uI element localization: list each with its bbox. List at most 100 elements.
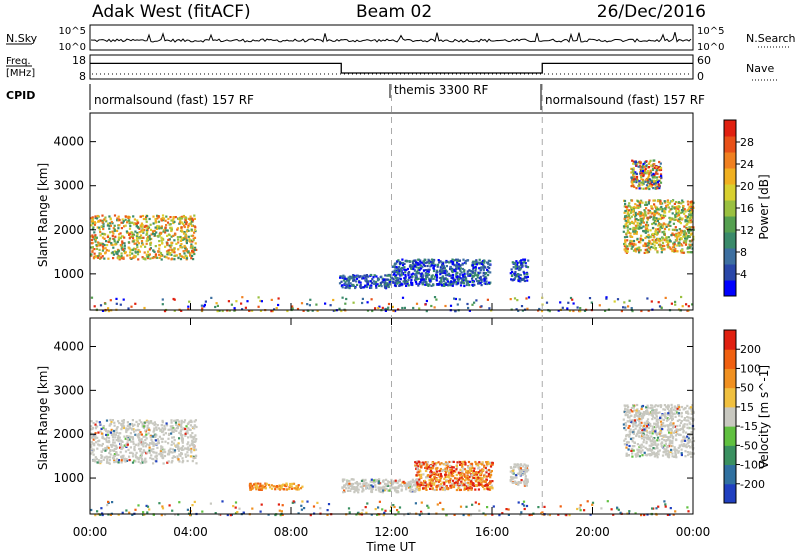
nsearch-label: N.Search — [746, 32, 796, 45]
velocity-cell-757 — [260, 488, 263, 491]
power-cell-1744 — [648, 209, 651, 213]
power-cell-125 — [158, 247, 161, 250]
power-cell-1352 — [398, 281, 401, 284]
power-cell-1388 — [419, 281, 423, 284]
power-cell-2291 — [689, 244, 692, 247]
velocity-cell-1297 — [476, 484, 479, 487]
velocity-cell-686 — [95, 457, 98, 460]
velocity-cell-1965 — [666, 417, 669, 420]
velocity-cell-53 — [128, 455, 131, 458]
power-cell-2250 — [632, 230, 635, 233]
power-cell-2621 — [235, 300, 238, 303]
power-cell-1368 — [449, 267, 452, 271]
velocity-cell-1987 — [645, 442, 648, 445]
velocity-cell-1263 — [422, 473, 425, 476]
velocity-cell-538 — [163, 424, 166, 427]
velocity-cell-273 — [171, 457, 174, 460]
power-cell-2682 — [475, 299, 478, 302]
power-cell-1614 — [511, 261, 514, 264]
power-cell-918 — [404, 271, 407, 274]
power-cell-886 — [414, 279, 417, 282]
power-cell-970 — [482, 267, 485, 270]
velocity-cell-633 — [111, 419, 114, 422]
power-cell-1592 — [514, 264, 517, 267]
power-cell-2558 — [101, 309, 105, 312]
power-cell-202 — [93, 252, 96, 255]
power-cell-2276 — [690, 232, 693, 235]
power-cell-2218 — [643, 244, 646, 247]
power-cell-1127 — [421, 277, 424, 280]
velocity-cell-2118 — [682, 443, 686, 446]
power-cell-575 — [192, 258, 195, 261]
power-cell-2592 — [221, 309, 224, 313]
velocity-cell-350 — [180, 420, 183, 423]
power-cell-780 — [348, 278, 351, 281]
velocity-cell-1816 — [634, 427, 637, 430]
velocity-cell-775 — [255, 484, 258, 487]
power-cell-1434 — [396, 272, 399, 275]
power-cell-2509 — [647, 174, 651, 177]
velocity-cell-1449 — [471, 473, 474, 477]
power-cell-1739 — [675, 232, 678, 235]
velocity-cell-290 — [134, 443, 138, 446]
power-cell-2665 — [513, 297, 517, 300]
freq-polyline — [90, 62, 693, 74]
velocity-cell-397 — [90, 420, 93, 423]
power-cell-1595 — [525, 273, 529, 276]
power-cell-2227 — [690, 209, 693, 212]
power-cell-1146 — [455, 281, 458, 284]
power-cell-1057 — [455, 263, 458, 266]
velocity-cell-731 — [262, 486, 265, 489]
velocity-cell-766 — [289, 485, 292, 488]
power-cell-1611 — [520, 262, 523, 265]
velocity-cell-47 — [119, 446, 122, 449]
power-cell-2714 — [277, 303, 280, 307]
power-cell-2303 — [642, 229, 645, 233]
power-cell-2108 — [667, 246, 670, 249]
velocity-cell-991 — [356, 486, 359, 489]
power-cell-1342 — [480, 262, 483, 266]
velocity-cell-1977 — [682, 436, 685, 439]
power-cell-598 — [103, 237, 106, 240]
velocity-cell-707 — [254, 486, 257, 489]
power-cell-2647 — [660, 306, 663, 310]
power-cell-1328 — [411, 275, 414, 278]
power-cell-2342 — [653, 166, 656, 170]
power-cell-971 — [438, 261, 441, 264]
velocity-cell-1333 — [419, 470, 422, 473]
power-cell-1653 — [689, 221, 692, 224]
power-cell-1172 — [410, 283, 413, 286]
power-cell-407 — [108, 224, 111, 228]
velocity-cell-748 — [301, 485, 304, 488]
power-cell-799 — [344, 282, 347, 285]
power-cell-1607 — [515, 266, 518, 269]
velocity-cell-468 — [108, 462, 111, 465]
power-cell-1240 — [421, 265, 424, 268]
power-cell-2197 — [671, 246, 674, 249]
velocity-cell-696 — [113, 424, 116, 427]
power-cell-259 — [170, 241, 173, 244]
power-cell-2136 — [625, 223, 628, 226]
power-cell-1616 — [518, 265, 521, 268]
power-cell-2767 — [309, 298, 312, 301]
power-cell-204 — [107, 222, 110, 225]
velocity-cell-751 — [296, 488, 299, 491]
power-cell-1425 — [397, 259, 400, 262]
power-cell-576 — [167, 251, 170, 254]
velocity-cell-1387 — [457, 486, 460, 489]
velocity-cell-460 — [162, 462, 165, 465]
power-cell-1829 — [644, 244, 647, 248]
power-cell-1568 — [511, 279, 514, 282]
power-cell-2033 — [634, 248, 637, 251]
velocity-cell-1501 — [467, 466, 470, 469]
velocity-cell-1209 — [439, 488, 442, 491]
power-cell-845 — [355, 275, 358, 278]
power-cell-2001 — [666, 203, 669, 207]
power-cell-829 — [348, 286, 351, 289]
velocity-cell-1649 — [517, 483, 520, 486]
velocity-cell-529 — [181, 441, 184, 444]
velocity-cell-1518 — [432, 464, 435, 467]
velocity-cell-1397 — [452, 469, 455, 472]
power-cell-747 — [359, 281, 362, 284]
power-cell-2299 — [664, 214, 667, 217]
